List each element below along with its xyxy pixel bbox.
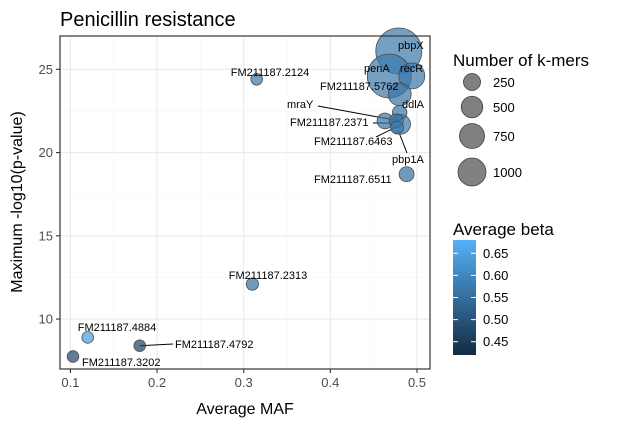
size-legend-label: 500: [493, 100, 515, 115]
x-axis-label: Average MAF: [196, 401, 294, 418]
point-label: FM211187.4884: [78, 322, 156, 334]
panel-border: [59, 35, 431, 370]
color-legend-bar: [453, 240, 476, 355]
point-label: FM211187.2371: [290, 117, 368, 129]
data-point: [398, 166, 415, 183]
size-legend: Number of k-mers 250 500 750 1000: [453, 51, 589, 187]
plot-panel: FM211187.3202 FM211187.4884 FM211187.4792 F…: [59, 27, 431, 370]
point-label: pbp1A: [392, 154, 424, 166]
panel-background: [60, 36, 430, 369]
color-legend: Average beta 0.65 0.60 0.55 0.50 0.45: [453, 220, 554, 355]
size-legend-label: 250: [493, 75, 515, 90]
y-tick-label: 25: [39, 62, 53, 77]
y-tick-label: 10: [39, 312, 53, 327]
size-legend-label: 1000: [493, 165, 522, 180]
point-label: FM211187.3202: [82, 357, 160, 369]
x-tick-label: 0.5: [408, 375, 426, 390]
point-label: FM211187.2313: [229, 270, 307, 282]
size-legend-title: Number of k-mers: [453, 51, 589, 70]
point-label: penA: [364, 63, 390, 75]
chart-title: Penicillin resistance: [60, 9, 236, 31]
color-legend-label: 0.50: [483, 312, 508, 327]
data-point: [250, 73, 263, 86]
size-legend-label: 750: [493, 129, 515, 144]
point-label: ddlA: [402, 99, 425, 111]
data-point: [66, 350, 80, 363]
x-tick-label: 0.1: [61, 375, 79, 390]
point-label: FM211187.6511: [314, 174, 392, 186]
point-label: FM211187.4792: [175, 339, 253, 351]
color-legend-label: 0.55: [483, 290, 508, 305]
data-point: [81, 331, 94, 344]
color-legend-title: Average beta: [453, 220, 554, 239]
size-legend-key: [457, 157, 487, 187]
data-point: [133, 339, 146, 352]
point-label: FM211187.2124: [231, 67, 309, 79]
point-label: mraY: [287, 99, 314, 111]
x-tick-label: 0.3: [235, 375, 253, 390]
x-tick-label: 0.4: [321, 375, 339, 390]
y-tick-label: 15: [39, 228, 53, 243]
y-axis-label: Maximum -log10(p-value): [9, 111, 26, 292]
point-label: FM211187.5762: [320, 81, 398, 93]
size-legend-key: [460, 95, 484, 119]
color-legend-label: 0.65: [483, 246, 508, 261]
size-legend-key: [459, 123, 485, 149]
color-legend-label: 0.45: [483, 334, 508, 349]
point-label: FM211187.6463: [314, 136, 392, 148]
data-point: [398, 62, 426, 90]
x-axis-ticks: 0.1 0.2 0.3 0.4 0.5: [61, 369, 426, 390]
color-legend-label: 0.60: [483, 268, 508, 283]
data-point: [390, 120, 404, 135]
point-label: recR: [400, 63, 423, 75]
y-tick-label: 20: [39, 145, 53, 160]
y-axis-ticks: 10 15 20 25: [39, 62, 60, 327]
size-legend-key: [463, 73, 481, 91]
point-label: pbpX: [398, 40, 424, 52]
data-point: [245, 277, 259, 291]
x-tick-label: 0.2: [148, 375, 166, 390]
